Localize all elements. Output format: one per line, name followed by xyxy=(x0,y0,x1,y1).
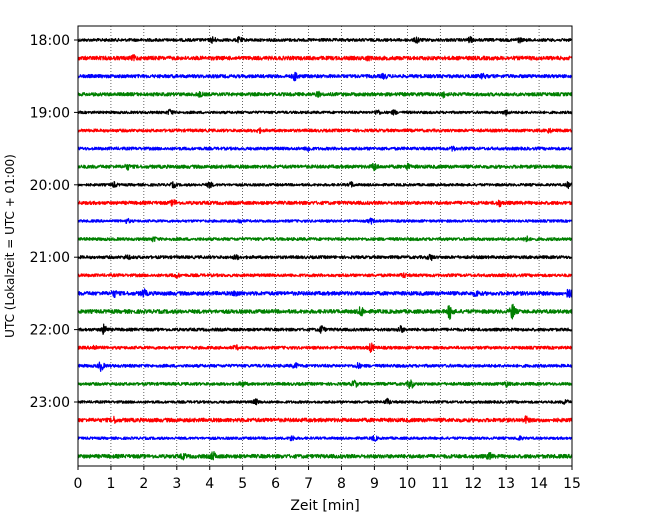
trace-line xyxy=(77,199,573,208)
y-tick-label: 19:00 xyxy=(30,105,70,121)
x-tick-label: 3 xyxy=(172,476,181,492)
x-tick-label: 15 xyxy=(563,476,581,492)
trace-line xyxy=(77,127,573,134)
x-tick-label: 5 xyxy=(238,476,247,492)
y-axis-label: UTC (Lokalzeit = UTC + 01:00) xyxy=(3,154,17,338)
trace-line xyxy=(77,379,573,389)
plot-frame xyxy=(77,25,573,467)
trace-series xyxy=(77,35,573,461)
trace-line xyxy=(77,415,573,424)
x-tick-label: 10 xyxy=(398,476,416,492)
y-tick-label: 22:00 xyxy=(30,323,70,339)
x-tick-label: 14 xyxy=(530,476,548,492)
trace-line xyxy=(77,450,573,461)
y-tick-label: 23:00 xyxy=(30,395,70,411)
trace-line xyxy=(77,323,573,335)
x-tick-label: 11 xyxy=(431,476,449,492)
trace-line xyxy=(77,54,573,62)
x-tick-label: 9 xyxy=(370,476,379,492)
y-tick-label: 21:00 xyxy=(30,250,70,266)
trace-line xyxy=(77,217,573,225)
x-tick-label: 8 xyxy=(337,476,346,492)
trace-line xyxy=(77,288,573,299)
trace-line xyxy=(77,180,573,190)
trace-line xyxy=(77,397,573,406)
trace-line xyxy=(77,253,573,262)
trace-line xyxy=(77,90,573,99)
x-tick-label: 7 xyxy=(304,476,313,492)
x-tick-label: 13 xyxy=(497,476,515,492)
x-tick-label: 12 xyxy=(464,476,482,492)
trace-line xyxy=(77,235,573,243)
trace-line xyxy=(77,145,573,153)
x-tick-label: 4 xyxy=(205,476,214,492)
trace-line xyxy=(77,162,573,172)
grid-lines xyxy=(110,26,540,466)
x-tick-label: 6 xyxy=(271,476,280,492)
y-tick-label: 18:00 xyxy=(30,33,70,49)
trace-line xyxy=(77,108,573,116)
trace-line xyxy=(77,342,573,353)
trace-line xyxy=(77,71,573,82)
x-tick-label: 0 xyxy=(74,476,83,492)
trace-line xyxy=(77,303,573,320)
x-tick-label: 1 xyxy=(106,476,115,492)
x-axis-ticks: 0 1 2 3 4 5 6 7 8 9 10 11 12 13 14 15 xyxy=(74,466,581,492)
trace-line xyxy=(77,435,573,442)
trace-line xyxy=(77,361,573,372)
trace-line xyxy=(77,35,573,44)
y-tick-label: 20:00 xyxy=(30,178,70,194)
x-axis-label: Zeit [min] xyxy=(290,498,359,514)
trace-line xyxy=(77,272,573,279)
y-axis-ticks: 18:00 19:00 20:00 21:00 22:00 23:00 xyxy=(30,33,78,411)
x-tick-label: 2 xyxy=(139,476,148,492)
